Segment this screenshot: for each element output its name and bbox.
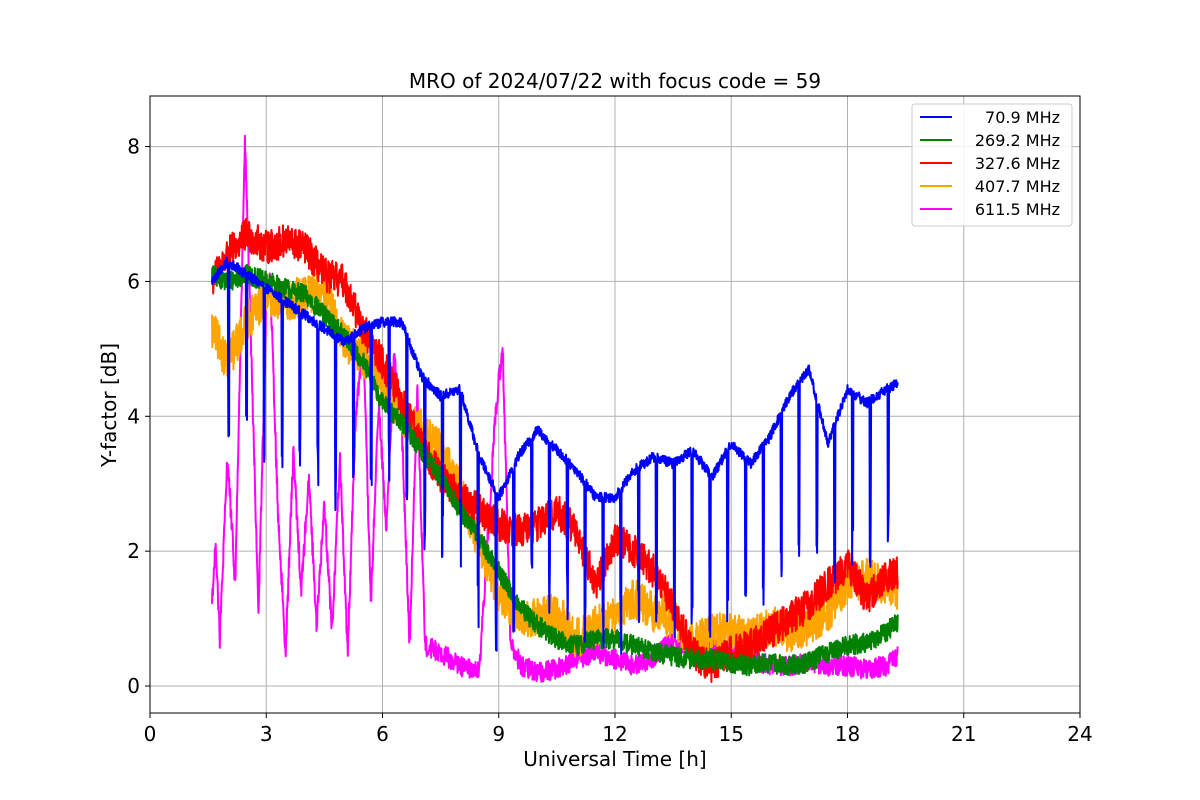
legend-entry: 70.9 MHz [985, 108, 1060, 127]
x-tick-label: 15 [719, 722, 744, 746]
x-tick-label: 21 [951, 722, 976, 746]
y-axis-label: Y-factor [dB] [97, 343, 121, 468]
x-axis-label: Universal Time [h] [523, 747, 706, 771]
series-line [211, 263, 899, 677]
y-tick-label: 8 [127, 135, 140, 159]
legend-box [911, 103, 1073, 227]
y-tick-label: 0 [127, 674, 140, 698]
x-tick-label: 12 [602, 722, 627, 746]
legend-entry: 269.2 MHz [975, 131, 1060, 150]
x-tick-label: 6 [376, 722, 389, 746]
legend: 70.9 MHz 269.2 MHz 327.6 MHz 407.7 MHz 611.5… [911, 103, 1073, 227]
x-tick-label: 24 [1067, 722, 1092, 746]
x-tick-label: 0 [144, 722, 157, 746]
series-line [211, 256, 899, 655]
legend-entry: 407.7 MHz [975, 177, 1060, 196]
x-tick-label: 18 [835, 722, 860, 746]
y-tick-label: 4 [127, 404, 140, 428]
series-line [211, 217, 899, 683]
chart-title: MRO of 2024/07/22 with focus code = 59 [409, 69, 821, 93]
y-tick-label: 2 [127, 539, 140, 563]
y-axis: 0 2 4 6 8 [127, 135, 150, 698]
x-tick-label: 3 [260, 722, 273, 746]
legend-entry: 327.6 MHz [975, 154, 1060, 173]
x-axis: 0 3 6 9 12 15 18 21 24 [144, 713, 1093, 746]
x-tick-label: 9 [492, 722, 505, 746]
y-tick-label: 6 [127, 269, 140, 293]
series-layer [211, 134, 899, 683]
legend-entry: 611.5 MHz [975, 200, 1060, 219]
